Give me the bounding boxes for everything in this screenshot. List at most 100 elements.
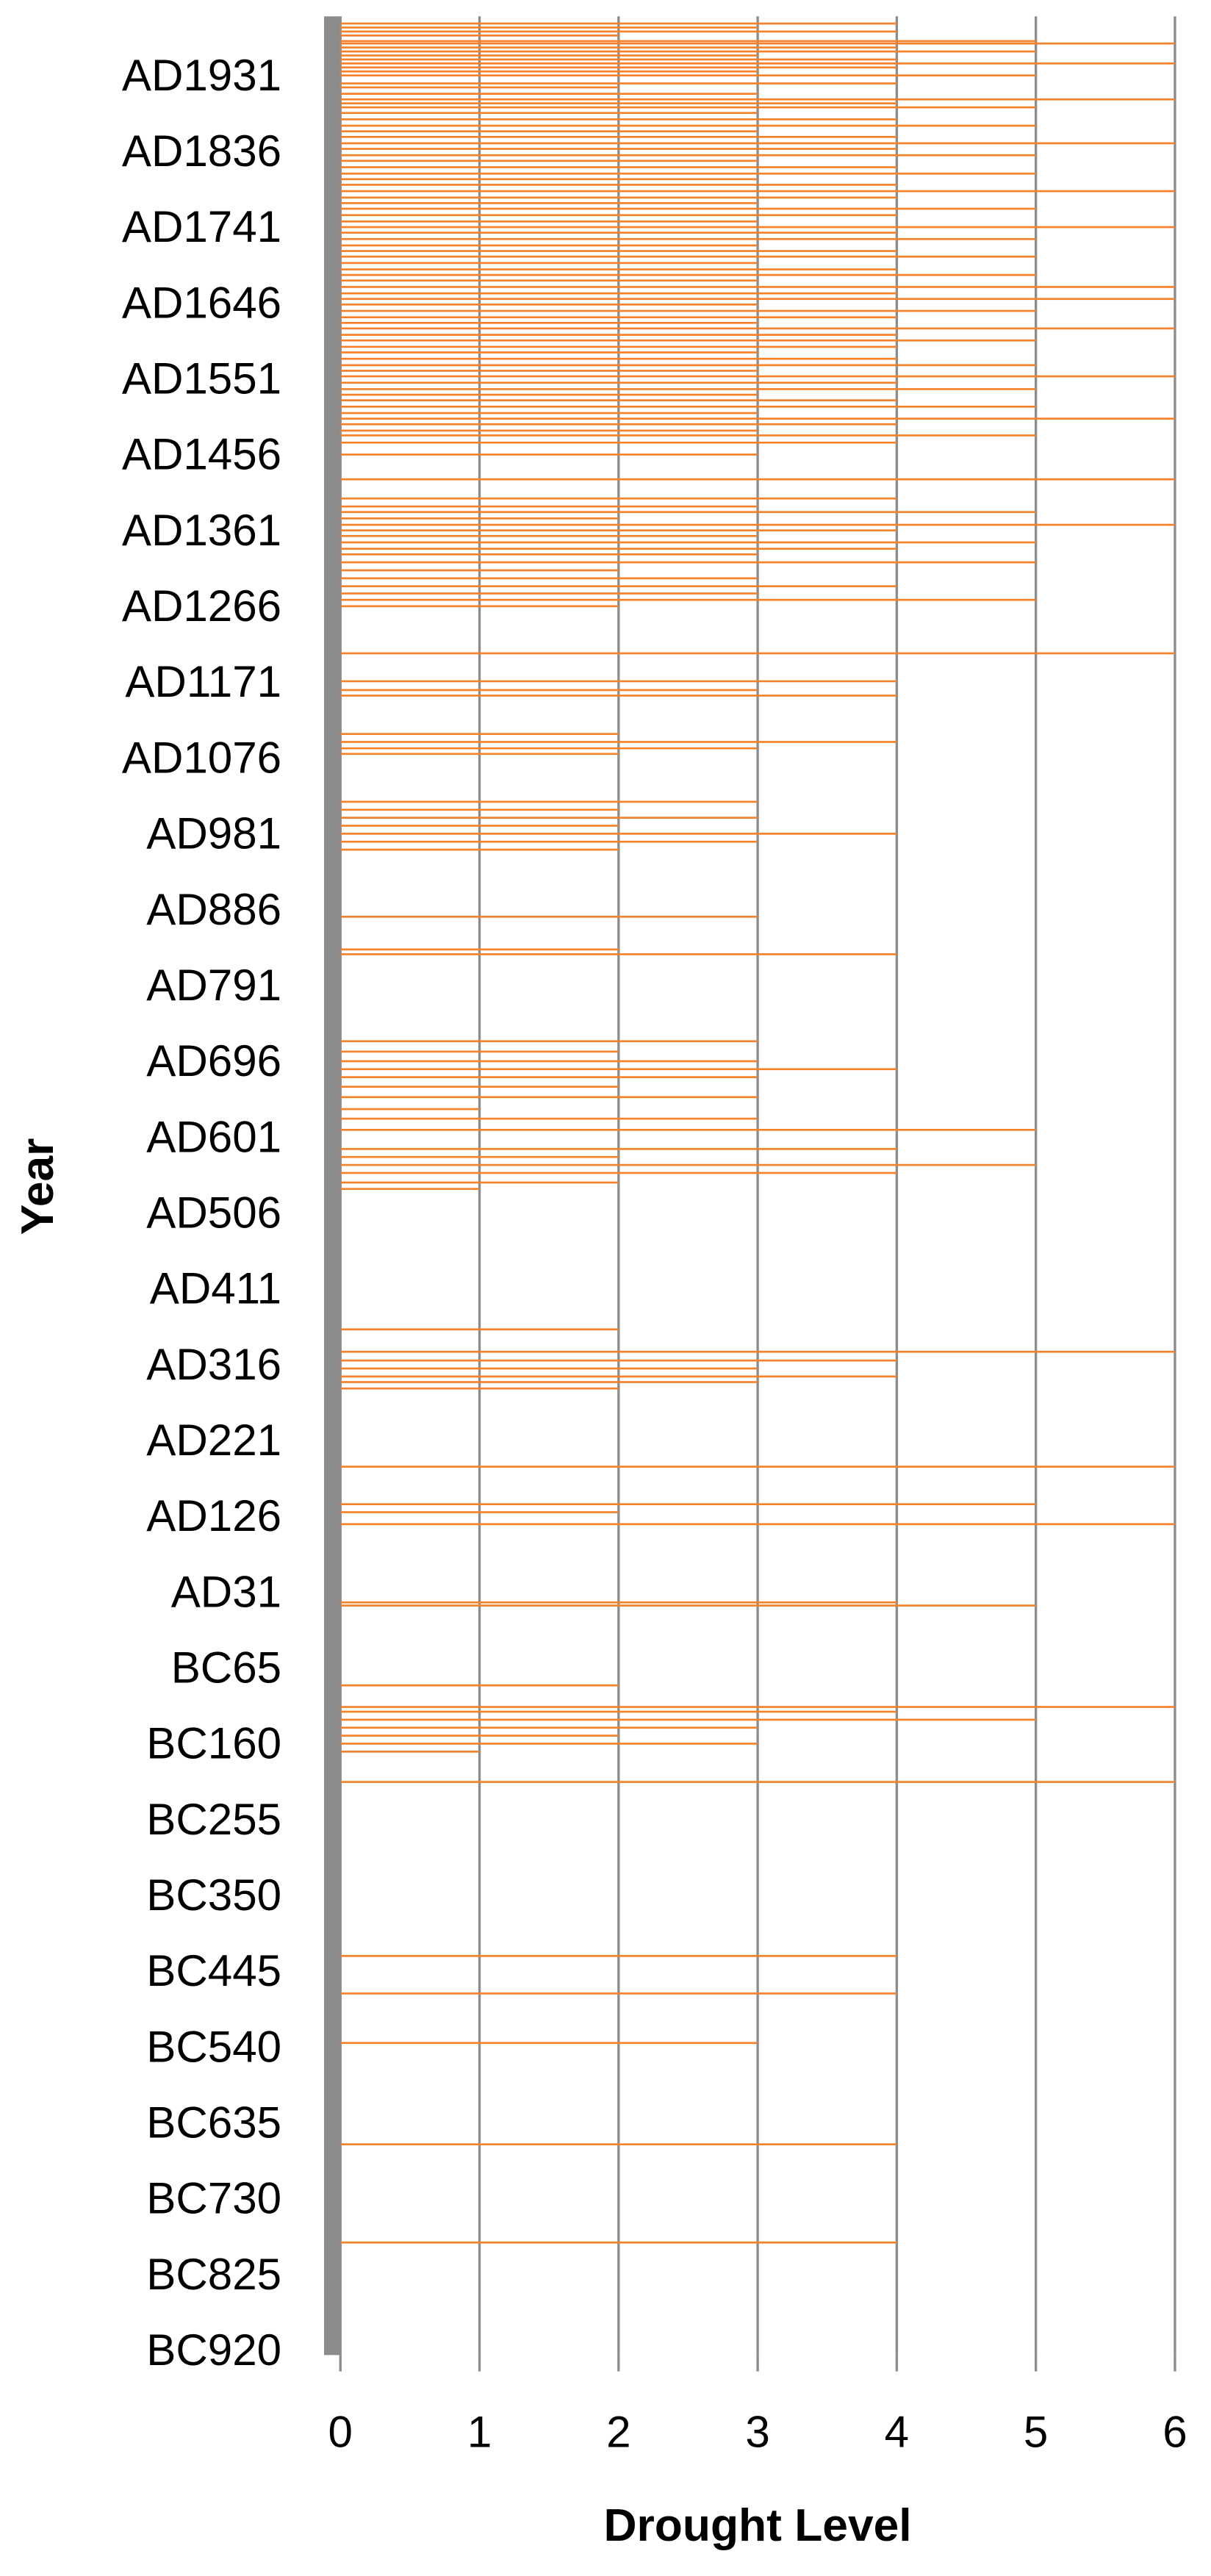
y-tick-label: AD791 xyxy=(146,961,281,1010)
bar xyxy=(340,915,758,918)
y-tick-label: AD601 xyxy=(146,1112,281,1161)
bar xyxy=(340,339,1036,342)
y-tick-label: AD1646 xyxy=(122,278,281,327)
bar xyxy=(340,292,897,295)
bar xyxy=(340,417,1175,420)
y-tick-label: AD316 xyxy=(146,1340,281,1389)
bar xyxy=(340,840,758,843)
bar xyxy=(340,1992,897,1995)
bar xyxy=(340,1117,758,1120)
grid xyxy=(339,16,1176,2372)
bar xyxy=(340,46,897,49)
bar xyxy=(340,399,897,401)
bar xyxy=(340,393,758,396)
bar xyxy=(340,733,619,735)
bar xyxy=(340,478,1175,481)
bar xyxy=(340,1155,619,1158)
y-tick-label: AD981 xyxy=(146,809,281,858)
bar xyxy=(340,381,897,384)
bar xyxy=(340,298,1175,301)
bar xyxy=(340,747,758,750)
bar xyxy=(340,1604,1036,1607)
y-tick-label: BC255 xyxy=(146,1795,281,1844)
bar xyxy=(340,1387,619,1390)
bar xyxy=(340,1108,480,1111)
bar xyxy=(340,561,1036,564)
bar xyxy=(340,98,1175,101)
bar xyxy=(340,178,758,181)
bar xyxy=(340,237,1036,240)
bar xyxy=(340,423,897,426)
bar xyxy=(340,112,758,115)
bar xyxy=(340,273,1036,276)
bar xyxy=(340,345,897,348)
bar xyxy=(340,334,897,336)
bar xyxy=(340,70,758,73)
y-tick-label: AD126 xyxy=(146,1491,281,1540)
y-tick-label: BC445 xyxy=(146,1946,281,1995)
bar xyxy=(340,1181,619,1184)
y-tick-label: BC825 xyxy=(146,2250,281,2299)
bar xyxy=(340,569,619,572)
y-axis-line xyxy=(323,16,341,2356)
bar xyxy=(340,548,897,550)
y-tick-label: BC635 xyxy=(146,2098,281,2148)
bar xyxy=(340,1684,619,1687)
bar xyxy=(340,34,619,37)
bar xyxy=(340,1172,897,1174)
bar xyxy=(340,534,758,537)
bar xyxy=(340,953,897,955)
y-tick-label: AD1171 xyxy=(125,657,281,706)
bar xyxy=(340,948,619,951)
bar xyxy=(340,142,1175,145)
bar xyxy=(340,741,897,743)
bar xyxy=(340,2143,897,2146)
bar xyxy=(340,1750,480,1753)
bar xyxy=(340,695,897,697)
bar xyxy=(340,26,758,29)
bar xyxy=(340,232,897,234)
bar xyxy=(340,351,758,354)
bar xyxy=(340,817,758,819)
y-tick-label: AD1076 xyxy=(122,733,281,782)
bar xyxy=(340,1465,1175,1468)
bar xyxy=(340,202,758,204)
bar xyxy=(340,154,1036,157)
y-tick-label: AD31 xyxy=(171,1567,281,1616)
bar xyxy=(340,184,897,186)
bar xyxy=(340,321,758,324)
bar xyxy=(340,364,1036,367)
bar xyxy=(340,30,897,33)
labels: 0 1 2 3 4 5 6 AD1931 AD1836 AD1741 AD1646 AD1551 AD1… xyxy=(122,51,1187,2457)
y-tick-label: BC540 xyxy=(146,2022,281,2071)
bar xyxy=(340,1523,1175,1526)
bar xyxy=(340,62,1175,65)
bar xyxy=(340,1710,897,1713)
bar xyxy=(340,262,758,265)
y-tick-label: BC350 xyxy=(146,1870,281,1920)
bar xyxy=(340,54,758,57)
bar xyxy=(340,375,1175,378)
y-tick-label: BC730 xyxy=(146,2174,281,2223)
bar xyxy=(340,680,897,683)
bar xyxy=(340,93,758,95)
y-tick-label: AD1836 xyxy=(122,126,281,176)
bar xyxy=(340,1601,897,1604)
bar xyxy=(340,753,619,756)
bar xyxy=(340,148,897,150)
bar xyxy=(340,848,619,851)
bar xyxy=(340,370,758,372)
bar xyxy=(340,1706,1175,1708)
x-axis-title: Drought Level xyxy=(604,2500,912,2551)
bar xyxy=(340,58,897,61)
bar xyxy=(340,1076,758,1078)
bar xyxy=(340,1734,619,1737)
bar xyxy=(340,808,619,811)
bar xyxy=(340,511,1036,514)
y-tick-label: AD1361 xyxy=(122,506,281,555)
bar xyxy=(340,118,897,121)
y-axis-title: Year xyxy=(12,1138,63,1235)
bar xyxy=(340,1367,758,1370)
bar xyxy=(340,1511,619,1513)
